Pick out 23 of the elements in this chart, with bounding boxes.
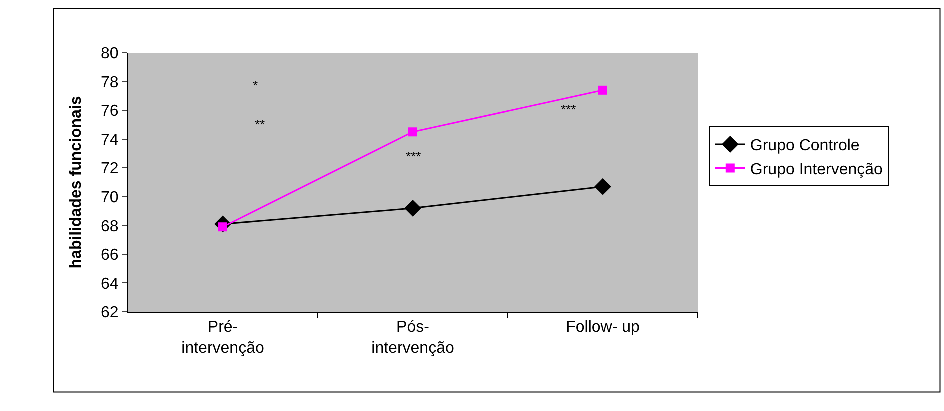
x-tick-label: Follow- up [566,319,640,336]
y-tick-label: 70 [101,189,119,206]
y-tick-label: 64 [101,276,119,293]
y-axis-title: habilidades funcionais [68,96,85,269]
y-tick-label: 72 [101,160,119,178]
y-tick-label: 74 [101,132,119,149]
annotation: ** [255,117,266,132]
legend-label: Grupo Intervenção [750,162,884,179]
point [594,178,612,196]
y-tick-label: 78 [101,74,119,92]
annotation: *** [406,149,422,164]
point [598,86,608,95]
y-tick-label: 68 [101,218,119,236]
y-tick-label: 66 [101,247,119,264]
point [404,200,422,217]
annotation: *** [561,102,576,117]
point [408,128,418,137]
y-tick-label: 76 [101,103,119,120]
y-tick-label: 80 [101,46,119,63]
y-tick-label: 62 [101,304,119,322]
annotation: * [253,78,258,93]
x-tick-label: Pré- intervenção [182,319,264,357]
x-tick-label: Pós- intervenção [372,319,454,357]
